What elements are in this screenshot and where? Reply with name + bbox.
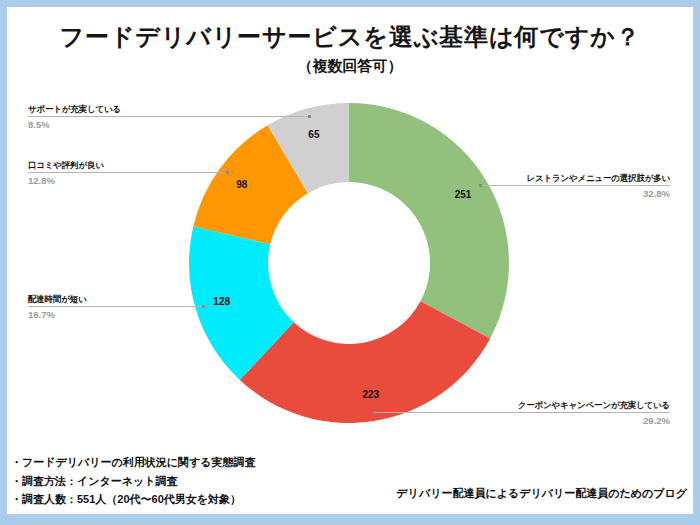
leader-dot (373, 411, 376, 414)
segment-percent: 16.7% (28, 309, 55, 320)
segment-value-label: 128 (213, 296, 230, 307)
leader-dot (479, 184, 482, 187)
survey-note: ・調査人数：551人（20代〜60代男女を対象） (11, 490, 256, 509)
segment-value-label: 65 (308, 129, 320, 140)
callout-coupons: クーポンやキャンペーンが充実している 29.2% (374, 412, 670, 413)
callout-restaurant-choice: レストランやメニューの選択肢が多い 32.8% (480, 185, 670, 186)
blog-credit: デリバリー配達員によるデリバリー配達員のためのブログ (396, 486, 687, 501)
segment-label: レストランやメニューの選択肢が多い (527, 173, 671, 185)
leader-dot (202, 305, 205, 308)
leader-dot (308, 115, 311, 118)
segment-value-label: 98 (236, 179, 248, 190)
callout-support: サポートが充実している 8.5% (28, 116, 310, 117)
survey-note: ・フードデリバリーの利用状況に関する実態調査 (11, 453, 256, 472)
survey-note: ・調査方法：インターネット調査 (11, 472, 256, 491)
segment-value-label: 223 (362, 389, 379, 400)
segment-percent: 29.2% (643, 415, 670, 426)
callout-delivery-time: 配達時間が短い 16.7% (28, 306, 204, 307)
segment-value-label: 251 (455, 189, 472, 200)
segment-percent: 32.8% (643, 188, 670, 199)
donut-segment-0 (349, 103, 509, 338)
segment-label: クーポンやキャンペーンが充実している (518, 400, 670, 412)
callout-reviews: 口コミや評判が良い 12.8% (28, 172, 228, 173)
donut-chart: 251 223 128 98 65 (0, 0, 700, 525)
survey-notes: ・フードデリバリーの利用状況に関する実態調査 ・調査方法：インターネット調査 ・… (11, 453, 256, 509)
segment-percent: 8.5% (28, 119, 50, 130)
segment-percent: 12.8% (28, 175, 55, 186)
leader-dot (226, 171, 229, 174)
segment-label: 口コミや評判が良い (28, 160, 104, 172)
segment-label: サポートが充実している (28, 104, 121, 116)
segment-label: 配達時間が短い (28, 294, 87, 306)
